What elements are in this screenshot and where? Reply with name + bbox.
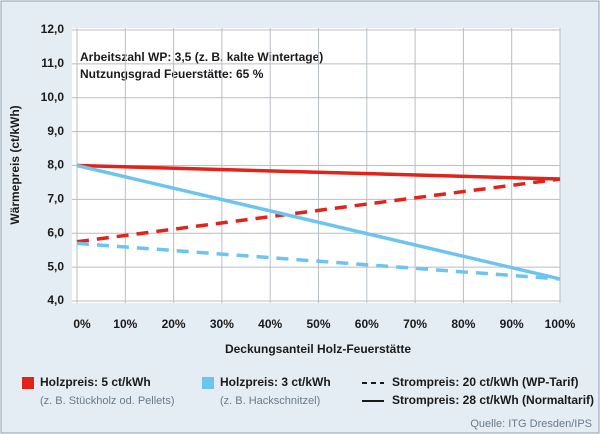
x-tick-label: 40% xyxy=(258,317,282,331)
legend-label: Strompreis: 20 ct/kWh (WP-Tarif) xyxy=(392,375,578,389)
legend-swatch xyxy=(22,377,34,389)
x-tick-label: 10% xyxy=(113,317,137,331)
y-tick-label: 6,0 xyxy=(47,225,64,239)
x-tick-label: 60% xyxy=(355,317,379,331)
series-line xyxy=(76,177,561,244)
legend-label: Strompreis: 28 ct/kWh (Normaltarif) xyxy=(392,393,594,407)
y-axis-label: Wärmepreis (ct/kWh) xyxy=(8,105,22,224)
x-tick-label: 80% xyxy=(451,317,475,331)
series-line xyxy=(76,163,561,281)
x-tick-label: 20% xyxy=(162,317,186,331)
series-line xyxy=(76,163,561,181)
y-tick-label: 9,0 xyxy=(47,124,64,138)
series-line xyxy=(76,241,561,281)
annotation: Arbeitszahl WP: 3,5 (z. B. kalte Wintert… xyxy=(80,50,323,64)
x-tick-label: 30% xyxy=(210,317,234,331)
legend-label: Holzpreis: 5 ct/kWh xyxy=(40,375,151,389)
legend-note: (z. B. Hackschnitzel) xyxy=(220,395,320,407)
x-tick-label: 70% xyxy=(403,317,427,331)
y-tick-label: 4,0 xyxy=(47,293,64,307)
x-tick-label: 50% xyxy=(306,317,330,331)
y-tick-label: 8,0 xyxy=(47,158,64,172)
x-tick-label: 100% xyxy=(545,317,576,331)
y-tick-label: 10,0 xyxy=(41,90,65,104)
x-axis-label: Deckungsanteil Holz-Feuerstätte xyxy=(225,342,411,356)
legend-note: (z. B. Stückholz od. Pellets) xyxy=(40,395,175,407)
annotation: Nutzungsgrad Feuerstätte: 65 % xyxy=(80,67,264,81)
y-tick-label: 5,0 xyxy=(47,259,64,273)
legend-swatch xyxy=(202,377,214,389)
x-tick-label: 90% xyxy=(500,317,524,331)
legend-label: Holzpreis: 3 ct/kWh xyxy=(220,375,331,389)
y-tick-label: 12,0 xyxy=(41,22,65,36)
y-tick-label: 11,0 xyxy=(41,56,64,70)
y-tick-label: 7,0 xyxy=(47,192,64,206)
source: Quelle: ITG Dresden/IPS xyxy=(470,418,592,430)
x-tick-label: 0% xyxy=(73,317,91,331)
